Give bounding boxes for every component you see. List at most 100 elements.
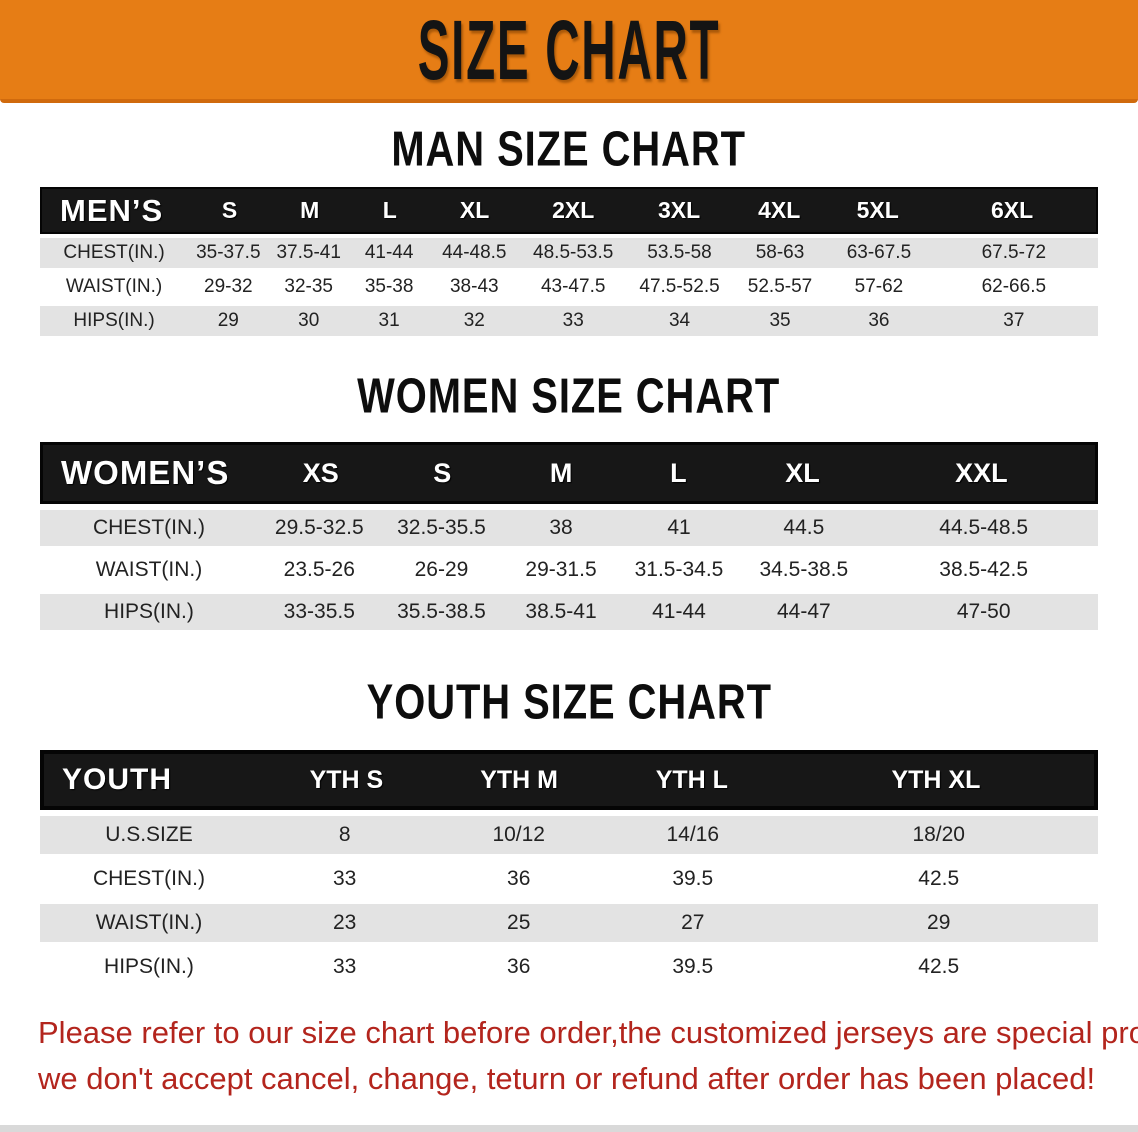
size-value: 39.5 bbox=[672, 955, 714, 978]
size-value: 41 bbox=[667, 516, 691, 539]
size-value: 33 bbox=[333, 955, 357, 978]
column-header: 2XL bbox=[552, 197, 595, 223]
row-label: CHEST(IN.) bbox=[92, 867, 205, 890]
table-row: CHEST(IN.) 33 36 39.5 42.5 bbox=[40, 860, 1098, 898]
size-value: 30 bbox=[298, 310, 320, 331]
man-section-heading: MAN SIZE CHART bbox=[0, 121, 1138, 176]
table-row: HIPS(IN.) 33-35.5 35.5-38.5 38.5-41 41-44 44-… bbox=[40, 594, 1098, 630]
size-value: 38 bbox=[549, 516, 573, 539]
size-value: 53.5-58 bbox=[647, 242, 712, 263]
size-value: 29.5-32.5 bbox=[274, 516, 364, 539]
column-header: XL bbox=[459, 197, 490, 223]
size-value: 33 bbox=[333, 867, 357, 890]
size-value: 67.5-72 bbox=[981, 242, 1047, 263]
table-header-label: WOMEN’S bbox=[61, 454, 230, 491]
column-header: L bbox=[670, 457, 687, 488]
row-label: HIPS(IN.) bbox=[104, 600, 194, 623]
row-label: HIPS(IN.) bbox=[73, 310, 155, 331]
row-label: WAIST(IN.) bbox=[65, 276, 163, 297]
size-value: 58-63 bbox=[755, 242, 805, 263]
row-label: HIPS(IN.) bbox=[104, 955, 194, 978]
size-value: 25 bbox=[507, 911, 531, 934]
size-value: 38.5-41 bbox=[525, 600, 597, 623]
youth-section-heading: YOUTH SIZE CHART bbox=[0, 674, 1138, 729]
size-value: 8 bbox=[338, 823, 351, 846]
youth-size-table: YOUTH YTH S YTH M YTH L YTH XL U.S.SIZE 8 10/12… bbox=[40, 750, 1098, 986]
size-value: 36 bbox=[868, 310, 890, 331]
column-header: XL bbox=[785, 457, 820, 488]
size-value: 32.5-35.5 bbox=[397, 516, 486, 539]
size-value: 14/16 bbox=[666, 823, 720, 846]
size-value: 35-37.5 bbox=[196, 242, 261, 263]
size-value: 43-47.5 bbox=[540, 276, 606, 297]
table-header-row: YOUTH YTH S YTH M YTH L YTH XL bbox=[40, 750, 1098, 810]
column-header: M bbox=[300, 197, 320, 223]
size-value: 62-66.5 bbox=[981, 276, 1047, 297]
size-value: 41-44 bbox=[652, 600, 706, 623]
size-value: 38.5-42.5 bbox=[939, 558, 1029, 581]
size-value: 36 bbox=[507, 955, 531, 978]
disclaimer-line-1: Please refer to our size chart before or… bbox=[38, 1015, 1138, 1050]
men-size-table: MEN’S S M L XL 2XL 3XL 4XL 5XL 6XL CHEST(IN.) 35-37… bbox=[40, 187, 1098, 336]
size-value: 44-47 bbox=[776, 600, 831, 623]
column-header: YTH M bbox=[480, 765, 558, 794]
size-value: 47.5-52.5 bbox=[639, 276, 720, 297]
column-header: M bbox=[549, 457, 573, 488]
size-value: 38-43 bbox=[449, 276, 499, 297]
column-header: 6XL bbox=[991, 197, 1034, 223]
column-header: L bbox=[382, 197, 397, 223]
page-title: SIZE CHART bbox=[417, 2, 721, 97]
size-value: 44.5-48.5 bbox=[939, 516, 1029, 539]
size-value: 36 bbox=[507, 867, 531, 890]
youth-section-heading-text: YOUTH SIZE CHART bbox=[366, 673, 772, 730]
row-label: U.S.SIZE bbox=[105, 823, 193, 846]
size-value: 35 bbox=[769, 310, 791, 331]
size-value: 35-38 bbox=[364, 276, 414, 297]
row-label: CHEST(IN.) bbox=[63, 242, 165, 263]
table-row: WAIST(IN.) 23 25 27 29 bbox=[40, 904, 1098, 942]
size-value: 33 bbox=[562, 310, 584, 331]
size-value: 34.5-38.5 bbox=[759, 558, 849, 581]
size-value: 42.5 bbox=[918, 867, 960, 890]
size-value: 29-31.5 bbox=[525, 558, 597, 581]
table-row: HIPS(IN.) 29 30 31 32 33 34 35 36 37 bbox=[40, 306, 1098, 336]
size-value: 23 bbox=[333, 911, 357, 934]
column-header: 4XL bbox=[758, 197, 801, 223]
size-value: 27 bbox=[681, 911, 705, 934]
size-value: 39.5 bbox=[672, 867, 714, 890]
women-section-heading: WOMEN SIZE CHART bbox=[0, 368, 1138, 423]
size-value: 41-44 bbox=[364, 242, 414, 263]
disclaimer-note: Please refer to our size chart before or… bbox=[0, 1010, 1138, 1102]
disclaimer-line-2: we don't accept cancel, change, teturn o… bbox=[38, 1061, 1096, 1096]
size-value: 29 bbox=[217, 310, 239, 331]
size-value: 31.5-34.5 bbox=[634, 558, 724, 581]
row-label: CHEST(IN.) bbox=[92, 516, 205, 539]
table-row: WAIST(IN.) 29-32 32-35 35-38 38-43 43-47.5 47.… bbox=[40, 272, 1098, 302]
youth-size-section: YOUTH SIZE CHART YOUTH YTH S YTH M YTH L YTH… bbox=[0, 674, 1138, 986]
women-size-table: WOMEN’S XS S M L XL XXL CHEST(IN.) 29.5-32.5 32.5… bbox=[40, 442, 1098, 630]
column-header: S bbox=[221, 197, 238, 223]
size-value: 34 bbox=[668, 310, 691, 331]
table-row: WAIST(IN.) 23.5-26 26-29 29-31.5 31.5-34.5 34… bbox=[40, 552, 1098, 588]
column-header: 3XL bbox=[657, 197, 701, 223]
column-header: YTH S bbox=[309, 765, 384, 794]
size-value: 29-32 bbox=[204, 276, 253, 297]
women-size-section: WOMEN SIZE CHART WOMEN’S XS S M L XL XXL CHEST(… bbox=[0, 368, 1138, 630]
women-section-heading-text: WOMEN SIZE CHART bbox=[357, 367, 781, 424]
size-value: 29 bbox=[927, 911, 951, 934]
size-value: 10/12 bbox=[492, 823, 545, 846]
table-row: CHEST(IN.) 35-37.5 37.5-41 41-44 44-48.5 48.5… bbox=[40, 238, 1098, 268]
size-value: 44-48.5 bbox=[442, 242, 507, 263]
table-row: U.S.SIZE 8 10/12 14/16 18/20 bbox=[40, 816, 1098, 854]
size-value: 57-62 bbox=[854, 276, 904, 297]
size-value: 44.5 bbox=[783, 516, 825, 539]
table-header-row: MEN’S S M L XL 2XL 3XL 4XL 5XL 6XL bbox=[40, 187, 1098, 234]
table-row: CHEST(IN.) 29.5-32.5 32.5-35.5 38 41 44.5 44.5… bbox=[40, 510, 1098, 546]
size-value: 52.5-57 bbox=[747, 276, 813, 297]
size-value: 23.5-26 bbox=[283, 558, 355, 581]
column-header: YTH L bbox=[655, 765, 728, 794]
size-value: 42.5 bbox=[918, 955, 960, 978]
bottom-edge-strip bbox=[0, 1125, 1138, 1132]
size-value: 37.5-41 bbox=[276, 242, 341, 263]
